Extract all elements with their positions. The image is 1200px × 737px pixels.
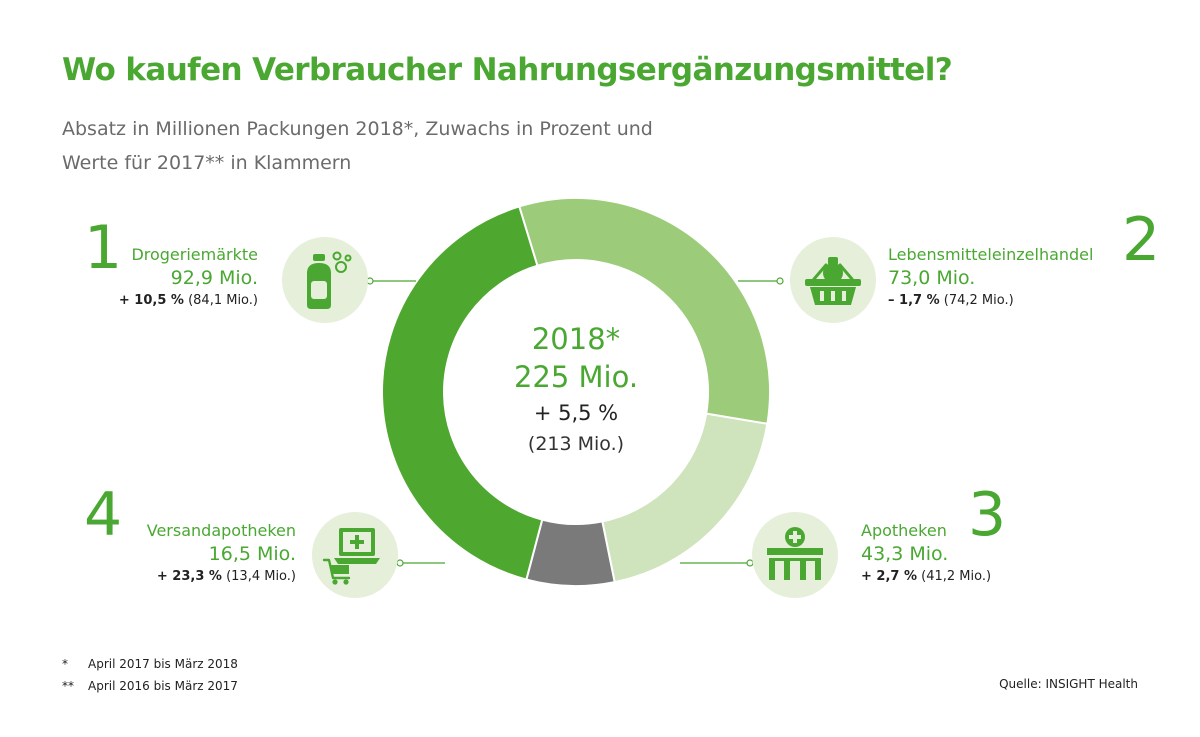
donut-slice-lebensmitteleinzelhandel: [518, 197, 771, 425]
segment-growth: – 1,7 % (74,2 Mio.): [888, 293, 1014, 308]
segment-value: 43,3 Mio.: [861, 543, 949, 565]
leader-dot-lebensmittel: [776, 277, 784, 285]
online-shop-laptop-icon: [312, 512, 398, 598]
donut-slices: [381, 197, 771, 587]
subtitle-line-1: Absatz in Millionen Packungen 2018*, Zuw…: [62, 118, 653, 140]
segment-value: 73,0 Mio.: [888, 267, 976, 289]
segment-growth: + 10,5 % (84,1 Mio.): [118, 293, 258, 308]
donut-slice-drogeriemrkte: [381, 205, 544, 581]
rank-4: 4: [84, 480, 123, 550]
center-year: 2018*: [531, 322, 621, 356]
segment-name: Apotheken: [861, 521, 947, 540]
label-lebensmitteleinzelhandel: Lebensmitteleinzelhandel 73,0 Mio. – 1,7…: [888, 244, 1093, 312]
chart-title: Wo kaufen Verbraucher Nahrungsergänzungs…: [62, 52, 953, 88]
label-drogeriemaerkte: Drogeriemärkte 92,9 Mio. + 10,5 % (84,1 …: [119, 244, 258, 312]
segment-name: Versandapotheken: [146, 521, 296, 540]
subtitle-line-2: Werte für 2017** in Klammern: [62, 152, 352, 174]
source-note: Quelle: INSIGHT Health: [999, 677, 1138, 691]
segment-name: Drogeriemärkte: [131, 245, 258, 264]
center-total: 225 Mio.: [513, 360, 639, 394]
footnote-1: * April 2017 bis März 2018: [62, 657, 238, 671]
shopping-basket-icon: [790, 237, 876, 323]
label-apotheken: Apotheken 43,3 Mio. + 2,7 % (41,2 Mio.): [861, 520, 991, 588]
footnote-2: ** April 2016 bis März 2017: [62, 679, 238, 693]
rank-3: 3: [968, 480, 1007, 550]
segment-growth: + 23,3 % (13,4 Mio.): [156, 569, 296, 584]
center-previous: (213 Mio.): [527, 433, 625, 455]
label-versandapotheken: Versandapotheken 16,5 Mio. + 23,3 % (13,…: [147, 520, 296, 588]
rank-1: 1: [84, 213, 123, 283]
pharmacy-icon: [752, 512, 838, 598]
segment-growth: + 2,7 % (41,2 Mio.): [861, 569, 992, 584]
rank-2: 2: [1122, 205, 1161, 275]
segment-value: 16,5 Mio.: [208, 543, 296, 565]
detergent-bottle-icon: [282, 237, 368, 323]
segment-value: 92,9 Mio.: [170, 267, 258, 289]
center-growth: + 5,5 %: [533, 401, 619, 425]
chart-subtitle: Absatz in Millionen Packungen 2018*, Zuw…: [62, 112, 702, 180]
segment-name: Lebensmitteleinzelhandel: [888, 245, 1094, 264]
